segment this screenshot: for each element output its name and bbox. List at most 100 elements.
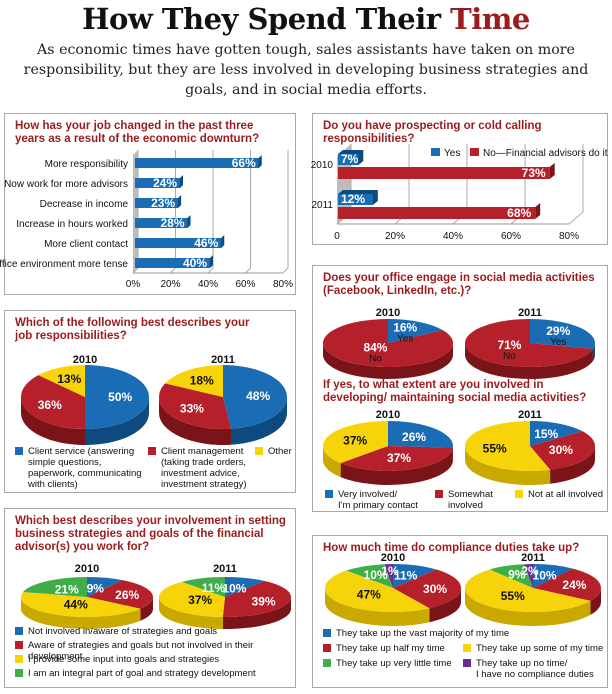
pie-side-yellow [465,446,551,485]
legend-item: They take up some of my time [463,643,603,654]
pie-slice-red [530,431,595,470]
bar-value-label: 24% [153,176,177,190]
panel-prospecting: Do you have prospecting or cold calling … [311,113,608,245]
legend-swatch [15,627,23,635]
bar-value-label: 40% [183,256,207,270]
legend: They take up the vast majority of my tim… [323,628,608,688]
pie-side-red [340,447,453,485]
panel-title: Which of the following best describes yo… [15,317,250,342]
pie-slice-label: 71% [497,338,521,352]
page-title: How They Spend Their Time [0,2,612,36]
category-label: More responsibility [45,159,128,170]
bar-value-label: 7% [341,152,359,166]
gridline-floor [132,267,139,274]
legend-item: I am an integral part of goal and strate… [15,668,256,679]
legend-item: They take up the vast majority of my tim… [323,628,509,639]
pie-slice-label: 36% [38,398,62,412]
legend-swatch [323,659,331,667]
prospecting-bar-chart: 0 20% 40% 60% 80% Yes No—Financial advisors do… [311,144,608,242]
panel-subtitle: If yes, to what extent are you involved … [323,379,587,404]
pie-year-label: 2011 [211,354,235,366]
pie-slice-yellow [20,592,141,617]
axis-wall [133,150,138,273]
pie-slice-purple [384,564,393,588]
pie-side-blue [592,343,595,361]
pie-slice-red [158,383,232,429]
gridline-floor [568,211,584,225]
bar-value-label: 23% [151,196,175,210]
legend-item: Aware of strategies and goals but not in… [15,640,295,662]
x-tick-label: 60% [501,231,521,242]
pie-slice-label: 15% [534,427,558,441]
bar-no [338,167,550,179]
legend-item: Client management (taking trade orders, … [148,446,247,490]
pie-side-yellow [325,588,430,626]
job-change-bar-chart: 0% 20% 40% 60% 80%66%More responsibility24%N… [0,150,293,290]
panel-title: Which best describes your involvement in… [15,515,286,553]
legend-label: They take up the vast majority of my tim… [336,628,510,639]
pie-slice-label: 10% [222,582,246,596]
pie-side-yellow [465,588,591,626]
pie-slice-blue [530,421,583,446]
legend-label: I provide some input into goals and stra… [28,654,220,665]
legend-swatch-no [470,148,479,156]
legend-swatch [15,447,23,455]
pie-side-blue [85,397,149,445]
pie-slice-blue [87,577,123,597]
legend-label: Very involved/ I'm primary contact [338,489,418,511]
pie-slice-yellow [325,570,430,612]
legend-swatch [15,655,23,663]
pie-slice-yellow [165,365,223,397]
pie-slice-green [23,577,88,597]
pie-slice-label: 30% [423,582,447,596]
pie-slice-label: 9% [508,568,526,582]
legend-swatch [325,490,333,498]
pie-year-label: 2010 [381,552,405,564]
pie-slice-label: 37% [387,451,411,465]
category-label: Increase in hours worked [16,219,128,230]
pie-slice-label: 2% [521,564,539,578]
pie-slice-label: 21% [55,582,79,596]
pie-side-red [159,397,232,445]
pie-slice-label: 13% [57,372,81,386]
legend-item: Other [255,446,292,457]
pie-slice-label: 11% [394,568,418,582]
pie-slice-blue [393,564,437,588]
pie-side-red [429,588,461,623]
bar-shadow [549,163,555,179]
x-tick-label: 60% [235,279,255,290]
pie-slice-label: 24% [562,578,586,592]
category-label: Decrease in income [40,199,129,210]
legend-swatch [15,641,23,649]
pie-slice-green [489,564,533,588]
pie-year-label: 2011 [518,409,542,421]
panel-social-media: Does your office engage in social media … [312,265,608,512]
pie-side-red [140,597,153,621]
legend-label: Not involved in/aware of strategies and … [28,626,218,637]
x-tick-label: 20% [160,279,180,290]
pie-slice-label: 55% [483,441,507,455]
pie-slice-label: 11% [202,581,226,595]
pie-side-yellow [323,446,341,478]
pie-slice-blue [388,421,453,448]
bar-value-label: 68% [507,206,531,220]
legend: Client service (answering simple questio… [15,446,295,491]
legend-label: They take up very little time [336,658,452,669]
pie-slice-red [87,580,154,609]
bar-shadow [535,203,541,219]
page-subtitle: As economic times have gotten tough, sal… [23,42,589,98]
pie-slice-label: 37% [343,434,367,448]
pie-year-label: 2010 [376,307,400,319]
pie-slice-label: 10% [533,568,557,582]
category-label: More client contact [44,239,128,250]
panel-title: Do you have prospecting or cold calling … [323,120,542,145]
category-label: Office environment more tense [0,259,128,270]
legend-label: They take up half my time [336,643,445,654]
pie-slice-label: 29% [546,324,570,338]
x-tick-label: 80% [273,279,293,290]
legend-swatch [463,644,471,652]
bar [135,178,180,188]
bar-no [338,207,536,219]
pie-slice-blue [530,319,595,349]
